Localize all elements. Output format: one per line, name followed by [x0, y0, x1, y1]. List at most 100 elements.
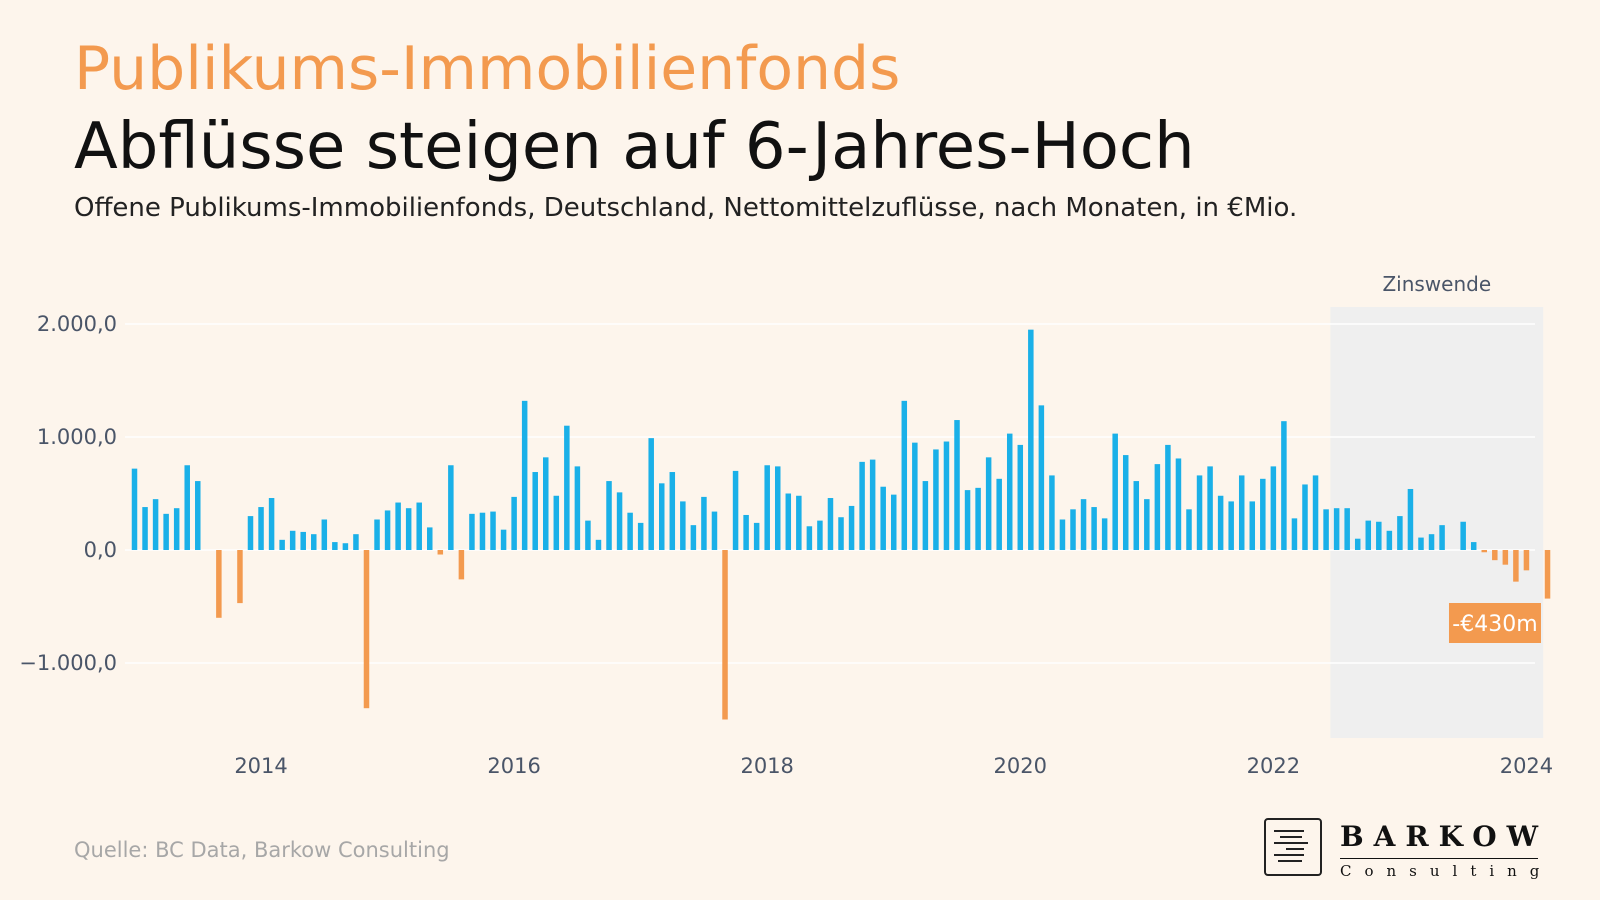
bar [1418, 537, 1424, 550]
chart-subtitle: Offene Publikums-Immobilienfonds, Deutsc… [74, 193, 1298, 223]
bar [1249, 501, 1256, 550]
bar [1470, 542, 1477, 550]
bar [395, 502, 401, 550]
value-annotation: -€430m [1452, 612, 1537, 637]
bar [321, 519, 328, 550]
bar [680, 501, 686, 550]
x-tick-label: 2022 [1247, 754, 1300, 778]
bar [1112, 433, 1118, 550]
bar [1439, 525, 1445, 550]
bar [564, 425, 570, 550]
bar [427, 527, 433, 550]
logo-rule [1340, 858, 1538, 859]
bar [1238, 475, 1245, 550]
bar [1354, 538, 1361, 550]
bar [521, 400, 528, 550]
bar [1006, 433, 1013, 550]
bar [975, 487, 981, 550]
bar [1281, 421, 1287, 550]
bar [279, 539, 285, 550]
bar [1228, 501, 1234, 550]
bar [1196, 475, 1203, 550]
bar [1186, 509, 1192, 550]
bar [479, 512, 486, 550]
bar [553, 495, 560, 550]
bar [247, 516, 254, 550]
bar [1038, 405, 1045, 550]
bar [1397, 516, 1403, 550]
bar [374, 519, 380, 550]
bar [289, 530, 296, 550]
bar [806, 526, 813, 550]
bar [901, 400, 908, 550]
bar [1270, 466, 1277, 550]
bar [732, 470, 739, 550]
y-tick-label: 0,0 [84, 538, 117, 562]
bar [753, 522, 760, 550]
bar [996, 478, 1002, 550]
bar [659, 483, 665, 550]
bar [1481, 550, 1488, 553]
y-tick-label: −1.000,0 [19, 651, 117, 675]
bar [933, 449, 939, 550]
bar [184, 465, 190, 550]
bar [258, 507, 264, 550]
logo-mark-icon [1264, 818, 1322, 876]
bar [142, 507, 148, 550]
bar [627, 512, 633, 550]
bar [469, 513, 475, 550]
bar [1376, 521, 1382, 550]
bar [500, 529, 507, 550]
bar [1080, 499, 1087, 550]
bar [1291, 518, 1298, 550]
logo-subtitle: Consulting [1340, 862, 1553, 880]
bar [490, 511, 496, 550]
bar [311, 534, 317, 550]
bar [1154, 464, 1161, 550]
bar [268, 498, 275, 550]
bar [880, 486, 886, 550]
bar [131, 468, 138, 550]
bar [890, 494, 897, 550]
bar [363, 550, 370, 709]
bar [648, 438, 654, 550]
bar [912, 442, 918, 550]
bar [1059, 519, 1066, 550]
x-tick-label: 2018 [740, 754, 793, 778]
bar [511, 496, 517, 550]
bar [964, 490, 971, 550]
shaded-region-label: Zinswende [1382, 272, 1491, 296]
bar [1312, 475, 1319, 550]
bar [701, 496, 707, 550]
bar [954, 420, 960, 550]
bar [922, 481, 929, 550]
y-tick-label: 1.000,0 [37, 425, 117, 449]
bar [1302, 484, 1308, 550]
bar [173, 508, 180, 550]
bar [405, 508, 412, 550]
bar [353, 534, 359, 550]
bar [838, 517, 844, 550]
bar [237, 550, 243, 604]
bar [543, 457, 549, 550]
bar [1049, 475, 1055, 550]
y-tick-label: 2.000,0 [37, 312, 117, 336]
bar [1386, 530, 1393, 550]
bar [859, 461, 865, 550]
shaded-region [1330, 307, 1544, 738]
bar [606, 481, 612, 550]
bar [722, 550, 728, 720]
x-tick-label: 2016 [487, 754, 540, 778]
bar [1175, 458, 1182, 550]
bar [616, 492, 623, 550]
bar [195, 481, 201, 550]
bar [764, 465, 770, 550]
bar [300, 531, 306, 550]
bar [1544, 550, 1551, 599]
bar [1428, 534, 1435, 550]
bar [1323, 509, 1329, 550]
source-note: Quelle: BC Data, Barkow Consulting [74, 838, 450, 862]
bar [785, 493, 792, 550]
bar [216, 550, 222, 618]
